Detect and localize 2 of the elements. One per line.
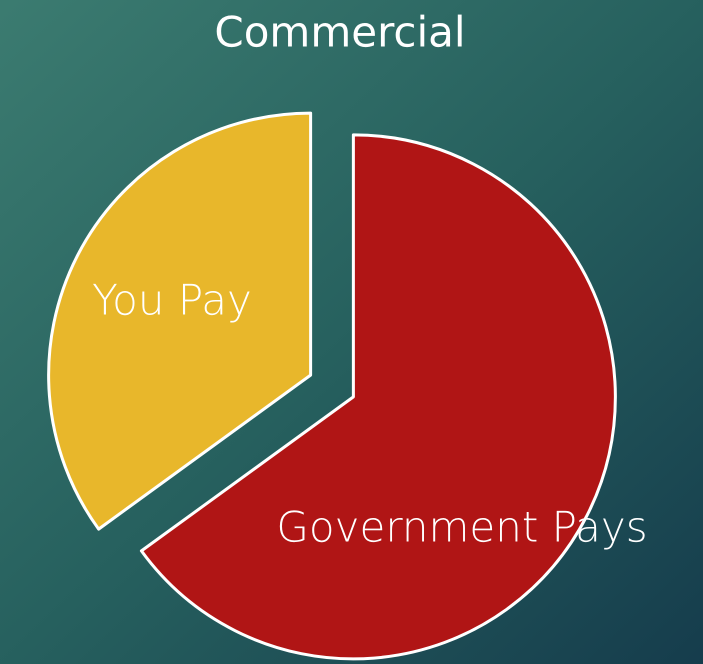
slice-label: You Pay [92,276,252,324]
chart-title: Commercial [214,8,466,56]
